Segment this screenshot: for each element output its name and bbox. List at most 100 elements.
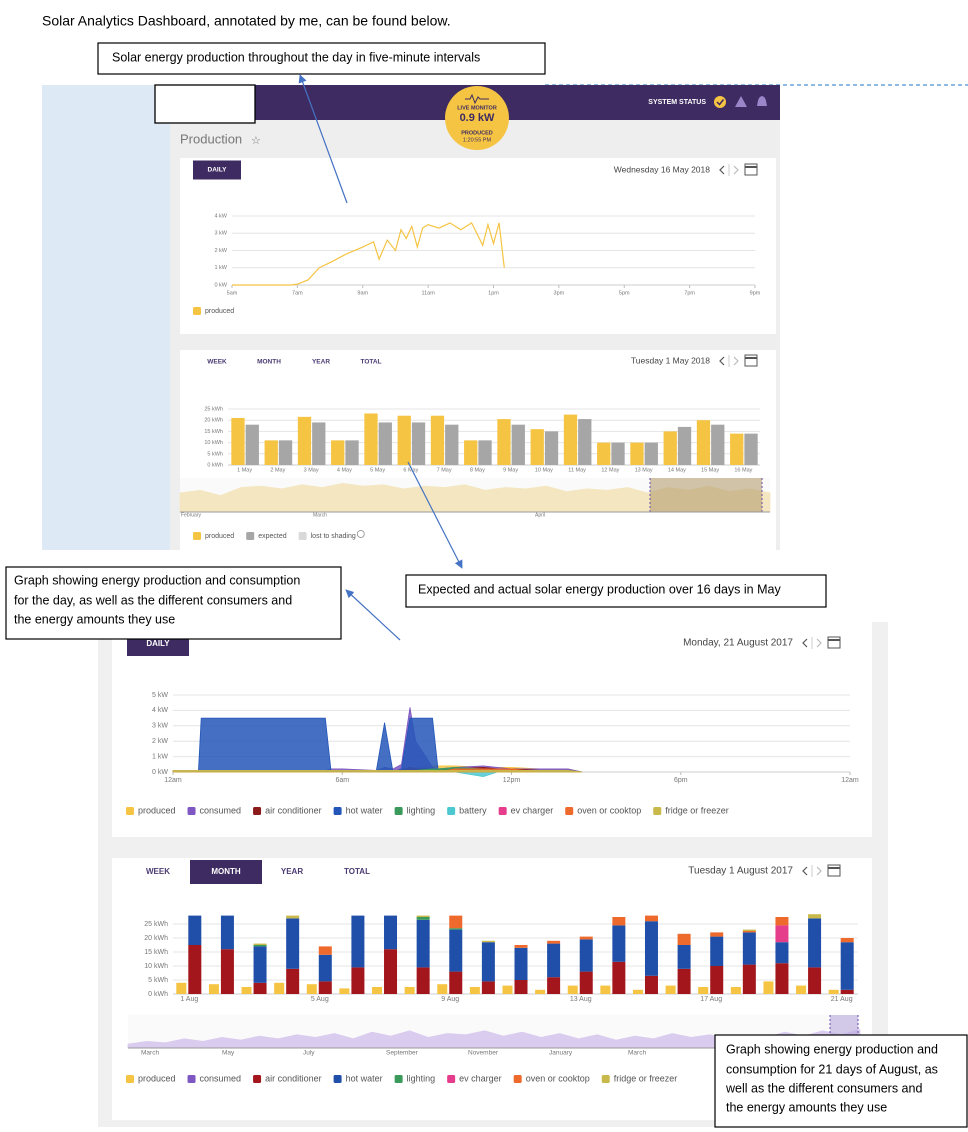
bar-segment	[318, 946, 332, 955]
tab[interactable]: DAILY	[208, 167, 228, 174]
bar-segment	[318, 981, 332, 994]
info-icon[interactable]	[356, 530, 365, 538]
bar	[437, 984, 448, 994]
side-panel	[42, 85, 180, 550]
legend-label[interactable]: expected	[258, 533, 287, 540]
legend-label[interactable]: fridge or freezer	[665, 805, 729, 815]
tab[interactable]: TOTAL	[344, 867, 370, 876]
legend-label[interactable]: oven or cooktop	[526, 1073, 590, 1083]
legend-label[interactable]: battery	[459, 805, 487, 815]
x-tick-label: 17 Aug	[700, 996, 722, 1003]
legend-swatch[interactable]	[298, 532, 307, 540]
x-tick-label: 12pm	[503, 777, 521, 784]
favorite-star[interactable]: ☆	[251, 135, 261, 147]
legend-swatch[interactable]	[394, 807, 403, 815]
bar	[711, 424, 725, 465]
legend-label[interactable]: lighting	[407, 805, 436, 815]
legend-swatch[interactable]	[447, 1075, 456, 1083]
legend-label[interactable]: air conditioner	[265, 1073, 322, 1083]
active-tab	[193, 160, 241, 180]
legend-label[interactable]: consumed	[200, 1073, 242, 1083]
legend-swatch[interactable]	[653, 807, 662, 815]
tab[interactable]: DAILY	[146, 639, 170, 648]
legend-swatch[interactable]	[601, 1075, 610, 1083]
legend-swatch[interactable]	[513, 1075, 522, 1083]
next-button[interactable]	[816, 866, 822, 876]
legend-swatch[interactable]	[193, 307, 201, 315]
legend-label[interactable]: lost to shading	[311, 533, 356, 540]
next-button[interactable]	[733, 165, 739, 175]
bar	[241, 987, 252, 994]
legend-label[interactable]: air conditioner	[265, 805, 322, 815]
legend-label[interactable]: fridge or freezer	[614, 1073, 678, 1083]
legend-label[interactable]: ev charger	[459, 1073, 502, 1083]
y-tick-label: 10 kWh	[204, 440, 223, 446]
tab[interactable]: MONTH	[211, 867, 241, 876]
prev-button[interactable]	[802, 866, 808, 876]
bar-segment	[481, 981, 495, 994]
tab[interactable]: WEEK	[207, 359, 227, 366]
bar	[372, 987, 383, 994]
prev-button[interactable]	[802, 638, 808, 648]
calendar-button[interactable]	[827, 636, 841, 649]
legend-swatch[interactable]	[565, 807, 574, 815]
annotation-text: consumption for 21 days of August, as	[726, 1062, 938, 1076]
next-button[interactable]	[733, 356, 739, 366]
overview-selection[interactable]	[650, 478, 762, 512]
legend-swatch[interactable]	[498, 807, 507, 815]
tab[interactable]: MONTH	[257, 359, 281, 366]
legend-label[interactable]: produced	[138, 1073, 176, 1083]
tab[interactable]: YEAR	[281, 867, 303, 876]
prev-button[interactable]	[719, 356, 725, 366]
legend-label[interactable]: ev charger	[511, 805, 554, 815]
calendar-button[interactable]	[744, 163, 758, 176]
legend-label[interactable]: hot water	[346, 805, 383, 815]
legend-swatch[interactable]	[187, 1075, 196, 1083]
bar	[264, 440, 278, 465]
bar-segment	[286, 915, 300, 919]
legend-swatch[interactable]	[126, 807, 134, 815]
bar-segment	[579, 939, 593, 972]
notification-icon[interactable]	[757, 96, 767, 106]
legend-swatch[interactable]	[187, 807, 196, 815]
bar-segment	[449, 915, 463, 929]
bar-segment	[612, 917, 626, 926]
bar	[698, 987, 709, 994]
legend-label[interactable]: produced	[205, 533, 234, 540]
prev-button[interactable]	[719, 165, 725, 175]
next-button[interactable]	[816, 638, 822, 648]
legend-label[interactable]: oven or cooktop	[577, 805, 641, 815]
tab[interactable]: YEAR	[312, 359, 330, 366]
legend-swatch[interactable]	[447, 807, 456, 815]
legend-label[interactable]: consumed	[200, 805, 242, 815]
alert-icon[interactable]	[735, 96, 747, 107]
system-status[interactable]: SYSTEM STATUS	[648, 99, 706, 106]
tab[interactable]: TOTAL	[360, 359, 381, 366]
legend-swatch[interactable]	[333, 1075, 342, 1083]
x-tick-label: 13 Aug	[570, 996, 592, 1003]
legend-swatch[interactable]	[394, 1075, 403, 1083]
tab[interactable]: WEEK	[146, 867, 170, 876]
legend-swatch[interactable]	[126, 1075, 134, 1083]
daily-panel	[180, 158, 776, 334]
legend-swatch[interactable]	[253, 807, 262, 815]
legend-swatch[interactable]	[253, 1075, 262, 1083]
calendar-button[interactable]	[827, 864, 841, 877]
x-tick-label: 5 Aug	[311, 996, 329, 1003]
legend-swatch[interactable]	[193, 532, 201, 540]
legend-label[interactable]: produced	[205, 308, 234, 315]
y-tick-label: 5 kWh	[148, 977, 168, 984]
annotation: Solar energy production throughout the d…	[97, 42, 546, 75]
bar-segment	[808, 914, 822, 919]
bar	[297, 416, 312, 465]
calendar-button[interactable]	[744, 354, 758, 367]
bar-segment	[710, 932, 724, 937]
x-tick-label: 4 May	[337, 467, 352, 473]
status-ok-icon[interactable]	[714, 96, 726, 108]
legend-swatch[interactable]	[246, 532, 255, 540]
legend-swatch[interactable]	[333, 807, 342, 815]
legend-label[interactable]: hot water	[346, 1073, 383, 1083]
legend-label[interactable]: produced	[138, 805, 176, 815]
legend-label[interactable]: lighting	[407, 1073, 436, 1083]
